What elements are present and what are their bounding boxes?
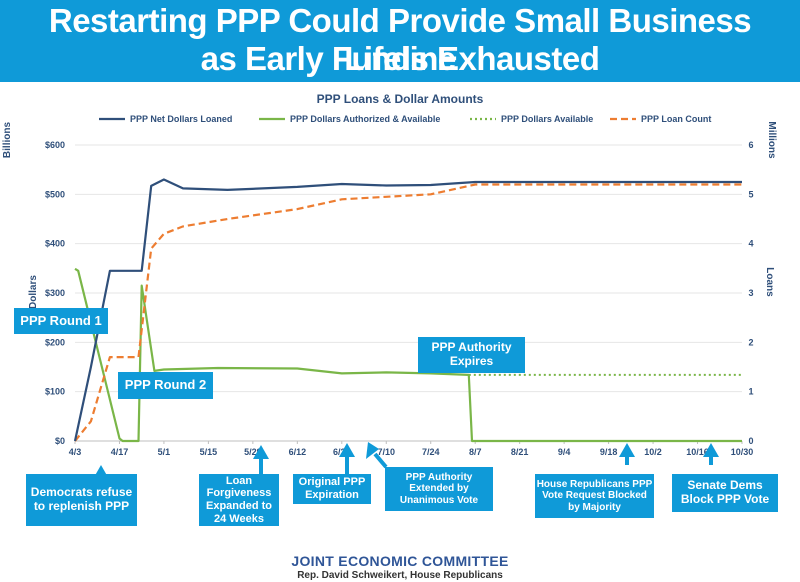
x-tick-label: 4/3 — [69, 447, 82, 457]
legend-label: PPP Loan Count — [641, 114, 711, 124]
callout-house-republicans: House Republicans PPP Vote Request Block… — [535, 474, 654, 518]
arrow-authority-extended — [373, 452, 388, 469]
left-tick-label: $200 — [45, 337, 65, 347]
legend-label: PPP Dollars Available — [501, 114, 593, 124]
right-tick-label: 0 — [748, 436, 753, 446]
legend: PPP Net Dollars Loaned PPP Dollars Author… — [99, 114, 711, 124]
right-axis-title: Loans — [764, 267, 775, 297]
right-axis-units: Millions — [766, 121, 777, 159]
left-tick-label: $500 — [45, 189, 65, 199]
callout-democrats: Democrats refuse to replenish PPP — [26, 474, 137, 526]
left-axis-title: Dollars — [28, 275, 39, 309]
callout-senate-dems: Senate Dems Block PPP Vote — [672, 474, 778, 512]
callout-authority-expires: PPP Authority Expires — [418, 337, 525, 373]
chart-title: PPP Loans & Dollar Amounts — [317, 92, 484, 106]
x-tick-label: 9/4 — [558, 447, 571, 457]
title-banner: Restarting PPP Could Provide Small Busin… — [0, 0, 800, 82]
x-tick-label: 4/17 — [111, 447, 129, 457]
callout-loan-forgiveness: Loan Forgiveness Expanded to 24 Weeks — [199, 474, 279, 526]
x-tick-label: 7/24 — [422, 447, 440, 457]
callout-original-expiration: Original PPP Expiration — [293, 474, 371, 504]
legend-label: PPP Dollars Authorized & Available — [290, 114, 440, 124]
series-line — [74, 183, 742, 442]
arrow-house-republicans-head — [619, 443, 635, 457]
arrow-authority-extended-head — [366, 442, 379, 459]
x-tick-label: 9/18 — [600, 447, 618, 457]
series-lines — [73, 178, 742, 443]
chart-area: PPP Loans & Dollar Amounts PPP Net Dolla… — [2, 92, 777, 525]
callout-round1: PPP Round 1 — [14, 308, 108, 334]
right-tick-label: 3 — [748, 288, 753, 298]
x-tick-label: 8/21 — [511, 447, 529, 457]
right-tick-label: 2 — [748, 337, 753, 347]
arrow-senate-dems-head — [703, 443, 719, 457]
x-tick-label: 10/2 — [644, 447, 662, 457]
footer-member: Rep. David Schweikert, House Republicans — [297, 570, 503, 581]
axes: Billions Dollars Millions Loans — [2, 121, 777, 309]
x-tick-label: 5/1 — [158, 447, 171, 457]
x-tick-label: 7/10 — [378, 447, 396, 457]
right-tick-label: 1 — [748, 387, 753, 397]
arrow-original-expiration-head — [339, 443, 355, 457]
left-tick-label: $100 — [45, 387, 65, 397]
arrow-loan-forgiveness-head — [253, 445, 269, 459]
banner-title-line2: as Early Funds Exhausted — [200, 40, 600, 77]
footer-committee: JOINT ECONOMIC COMMITTEE — [291, 553, 509, 569]
x-tick-label: 6/26 — [333, 447, 351, 457]
left-axis-units: Billions — [2, 122, 13, 159]
x-tick-label: 10/30 — [731, 447, 754, 457]
banner-title-line1: Restarting PPP Could Provide Small Busin… — [48, 2, 752, 77]
left-tick-label: $400 — [45, 239, 65, 249]
x-tick-label: 10/16 — [686, 447, 709, 457]
left-tick-label: $300 — [45, 288, 65, 298]
x-tick-label: 5/29 — [244, 447, 262, 457]
x-tick-label: 6/12 — [289, 447, 307, 457]
legend-label: PPP Net Dollars Loaned — [130, 114, 232, 124]
right-tick-label: 4 — [748, 239, 753, 249]
x-tick-label: 8/7 — [469, 447, 482, 457]
left-tick-label: $600 — [45, 140, 65, 150]
right-tick-label: 6 — [748, 140, 753, 150]
left-tick-label: $0 — [55, 436, 65, 446]
x-tick-label: 5/15 — [200, 447, 218, 457]
right-tick-label: 5 — [748, 189, 753, 199]
series-line — [74, 267, 742, 443]
series-line — [73, 178, 742, 442]
axis-ticks: $0 $100 $200 $300 $400 $500 $600 0 1 2 3 4 5 6 4/3 4/17… — [45, 140, 754, 457]
callout-authority-extended: PPP Authority Extended by Unanimous Vote — [385, 467, 493, 511]
callout-round2: PPP Round 2 — [118, 372, 213, 399]
